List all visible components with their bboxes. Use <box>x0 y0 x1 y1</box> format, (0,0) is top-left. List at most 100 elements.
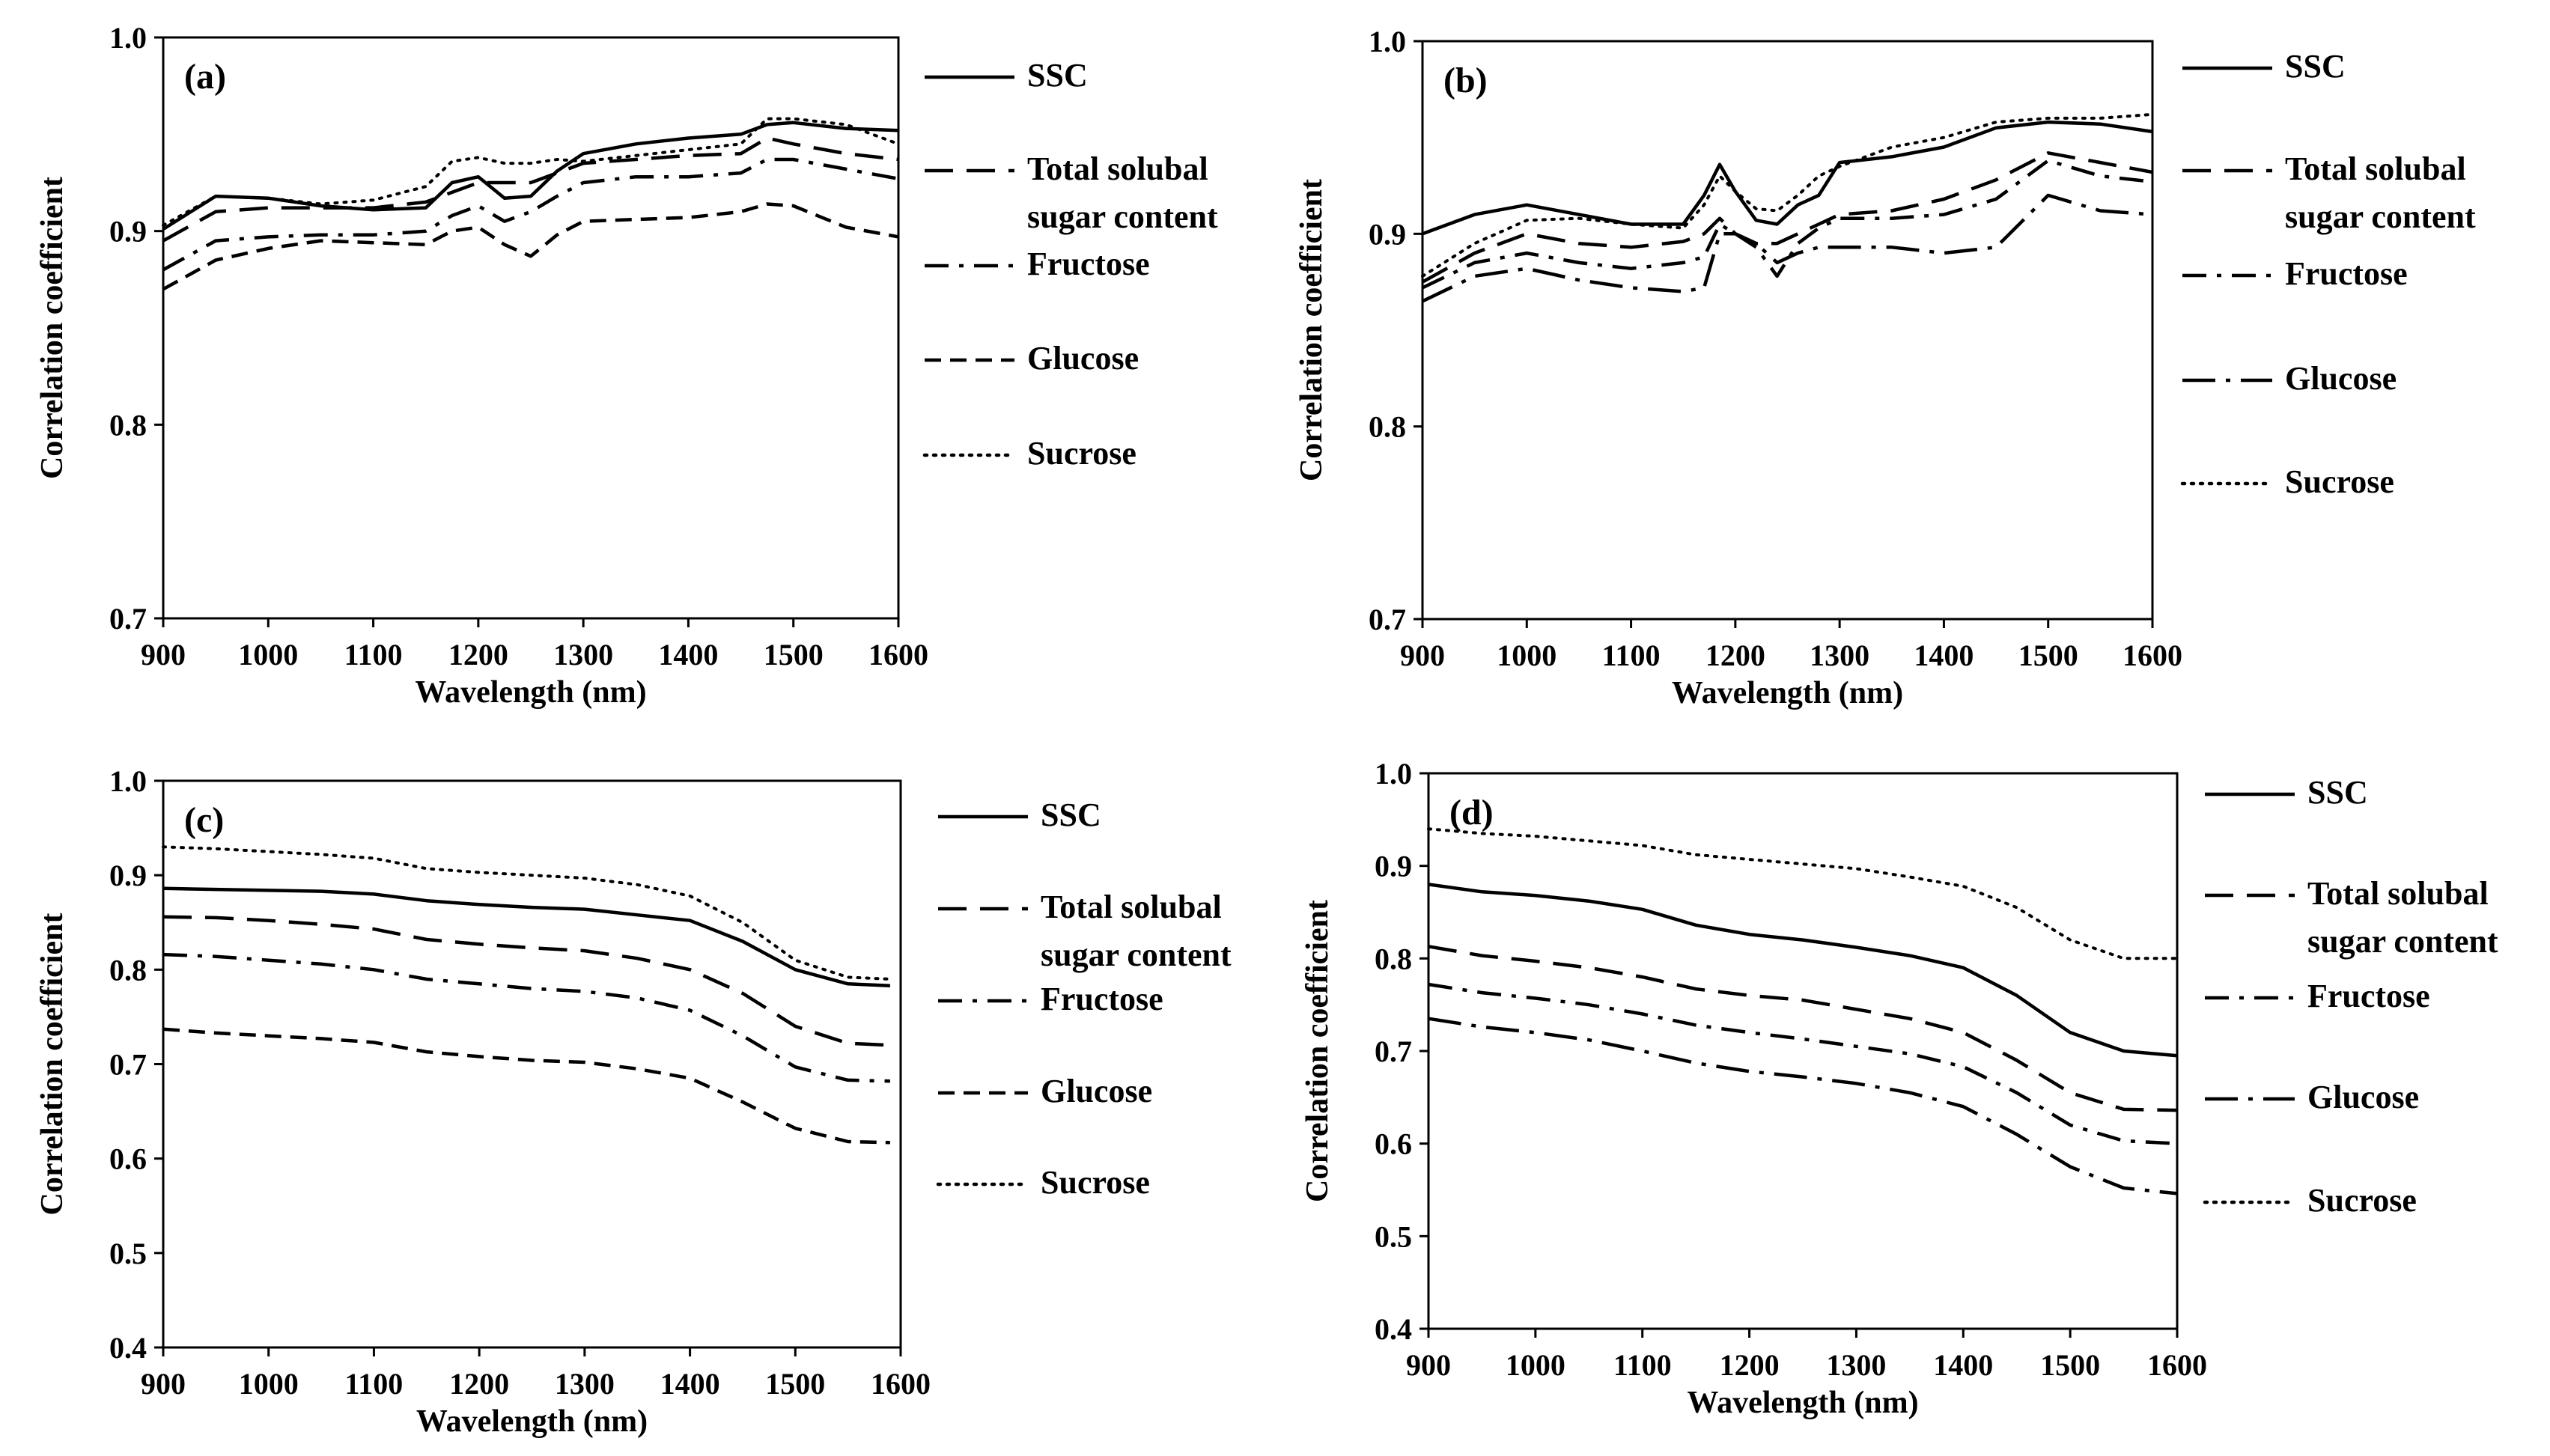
panel-c-y-tick-label: 0.4 <box>109 1331 147 1365</box>
panel-a-y-tick-label: 0.9 <box>109 215 147 249</box>
panel-b-y-tick-label: 0.7 <box>1369 603 1406 636</box>
panel-b-legend-label-glucose: Glucose <box>2285 360 2397 397</box>
panel-d-legend-label-total-solubal-sugar-content: Total solubal <box>2307 875 2489 912</box>
panel-b-legend-label-total-solubal-sugar-content: Total solubal <box>2285 150 2466 187</box>
panel-c-x-tick-label: 1100 <box>345 1367 404 1401</box>
panel-a-series-sucrose <box>162 117 900 227</box>
panel-a-x-tick-label: 1100 <box>344 638 403 671</box>
panel-a-y-axis-title: Correlation coefficient <box>35 177 70 479</box>
panel-b-legend-label-fructose: Fructose <box>2285 255 2408 292</box>
panel-b-x-tick-label: 1500 <box>2018 639 2078 672</box>
panel-c-y-tick-label: 1.0 <box>109 764 147 798</box>
panel-c-x-tick-label: 1300 <box>555 1367 615 1401</box>
panel-a-x-tick-label: 1600 <box>868 638 928 671</box>
panel-b-series-fructose <box>1422 159 2153 290</box>
panel-c-x-tick-label: 1400 <box>660 1367 720 1401</box>
panel-d-legend-label-sucrose: Sucrose <box>2307 1182 2417 1219</box>
panel-a-series-ssc <box>162 121 899 231</box>
panel-b-x-tick-label: 900 <box>1400 639 1445 672</box>
panel-c-y-tick-label: 0.7 <box>109 1048 147 1082</box>
panel-d-y-tick-label: 1.0 <box>1375 757 1412 791</box>
panel-c-panel-label: (c) <box>184 800 224 840</box>
panel-c-series-glucose <box>162 1027 890 1145</box>
panel-b-x-tick-label: 1400 <box>1914 639 1974 672</box>
panel-c-legend-label-sucrose: Sucrose <box>1041 1164 1150 1201</box>
panel-c-legend-label-fructose: Fructose <box>1041 981 1163 1017</box>
panel-b-legend-label-ssc: SSC <box>2285 48 2346 85</box>
panel-c-legend-label-total-solubal-sugar-content: sugar content <box>1041 936 1232 973</box>
panel-c-x-tick-label: 900 <box>141 1367 186 1401</box>
panel-a-legend-label-total-solubal-sugar-content: sugar content <box>1027 198 1218 235</box>
panel-a-y-tick-label: 0.8 <box>109 408 147 442</box>
panel-d-series-fructose <box>1428 982 2178 1145</box>
panel-c-series-ssc <box>162 886 890 988</box>
panel-c-y-tick-label: 0.6 <box>109 1142 147 1176</box>
panel-a-plot-frame <box>162 36 900 620</box>
panel-d-y-tick-label: 0.4 <box>1375 1312 1412 1346</box>
panel-b-series-ssc <box>1422 120 2153 236</box>
panel-a-x-tick-label: 1400 <box>658 638 718 671</box>
panel-d-x-tick-label: 1000 <box>1506 1348 1565 1382</box>
panel-a-legend-label-ssc: SSC <box>1027 57 1088 94</box>
panel-a-x-tick-label: 1000 <box>238 638 298 671</box>
panel-b-series-sucrose <box>1421 112 2154 278</box>
panel-b-legend-label-sucrose: Sucrose <box>2285 463 2394 500</box>
panel-a-series-glucose <box>162 202 899 291</box>
panel-c-y-tick-label: 0.8 <box>109 953 147 987</box>
panel-d-series-sucrose <box>1427 827 2179 960</box>
panel-d-panel-label: (d) <box>1449 793 1494 832</box>
panel-a: 0.7 0.8 0.9 1.0 900 1000 1100 1200 1300 1400 1500 1… <box>35 21 1218 710</box>
panel-b-plot-frame <box>1421 40 2154 621</box>
panel-c-x-tick-label: 1000 <box>239 1367 299 1401</box>
panel-c-x-tick-label: 1200 <box>449 1367 509 1401</box>
panel-d-y-tick-label: 0.6 <box>1375 1127 1412 1161</box>
panel-a-legend-label-sucrose: Sucrose <box>1027 435 1136 472</box>
panel-d-legend-label-fructose: Fructose <box>2307 978 2430 1014</box>
panel-d-legend-label-total-solubal-sugar-content: sugar content <box>2307 923 2498 960</box>
panel-a-x-axis-title: Wavelength (nm) <box>415 675 646 710</box>
panel-a-x-tick-label: 1300 <box>553 638 613 671</box>
panel-c-legend-label-ssc: SSC <box>1041 796 1101 833</box>
panel-a-series-total-solubal-sugar-content <box>162 136 899 243</box>
panel-c-series-total-solubal-sugar-content <box>162 915 891 1047</box>
panel-a-y-tick-label: 1.0 <box>109 21 147 55</box>
panel-a-x-tick-label: 1200 <box>448 638 508 671</box>
panel-d-legend-label-glucose: Glucose <box>2307 1079 2419 1115</box>
panel-c-y-axis-title: Correlation coefficient <box>35 913 70 1216</box>
panel-b-series-total-solubal-sugar-content <box>1421 151 2153 284</box>
panel-d-y-tick-label: 0.9 <box>1375 850 1412 883</box>
panel-b-x-tick-label: 1600 <box>2123 639 2182 672</box>
panel-b-y-axis-title: Correlation coefficient <box>1294 179 1329 481</box>
panel-d-x-tick-label: 1600 <box>2147 1348 2207 1382</box>
panel-d-series-total-solubal-sugar-content <box>1428 945 2178 1112</box>
panel-b: 0.7 0.8 0.9 1.0 900 1000 1100 1200 1300 1400 1500 1… <box>1294 25 2476 710</box>
panel-b-x-axis-title: Wavelength (nm) <box>1672 676 1903 710</box>
panel-a-x-tick-label: 1500 <box>764 638 824 671</box>
panel-d-series-glucose <box>1428 1017 2178 1195</box>
panel-c-y-tick-label: 0.9 <box>109 859 147 892</box>
panel-c-x-axis-title: Wavelength (nm) <box>416 1404 648 1439</box>
panel-b-y-tick-label: 0.8 <box>1369 410 1406 444</box>
panel-a-legend-label-glucose: Glucose <box>1027 340 1139 377</box>
panel-b-x-tick-label: 1300 <box>1810 639 1869 672</box>
panel-d-x-tick-label: 1100 <box>1613 1348 1672 1382</box>
panel-c-y-tick-label: 0.5 <box>109 1237 147 1270</box>
panel-d-x-axis-title: Wavelength (nm) <box>1687 1386 1918 1420</box>
panel-c-x-tick-label: 1500 <box>765 1367 825 1401</box>
panel-d-x-tick-label: 1400 <box>1933 1348 1993 1382</box>
panel-d-series-ssc <box>1428 883 2178 1058</box>
panel-a-legend-label-fructose: Fructose <box>1027 246 1150 282</box>
panel-c-x-tick-label: 1600 <box>871 1367 931 1401</box>
panel-d-x-tick-label: 1200 <box>1720 1348 1780 1382</box>
panel-a-x-tick-label: 900 <box>141 638 186 671</box>
panel-c-series-fructose <box>162 952 890 1083</box>
panel-d-x-tick-label: 900 <box>1406 1348 1451 1382</box>
panel-c-series-sucrose <box>162 845 892 981</box>
panel-d-y-axis-title: Correlation coefficient <box>1300 900 1335 1202</box>
panel-d-y-tick-label: 0.8 <box>1375 942 1412 975</box>
panel-b-y-tick-label: 0.9 <box>1369 217 1406 251</box>
panel-a-y-tick-label: 0.7 <box>109 602 147 636</box>
panel-d: 0.4 0.5 0.6 0.7 0.8 0.9 1.0 900 1000 1100 1200 1300… <box>1300 757 2498 1420</box>
panel-c-legend-label-glucose: Glucose <box>1041 1073 1152 1109</box>
